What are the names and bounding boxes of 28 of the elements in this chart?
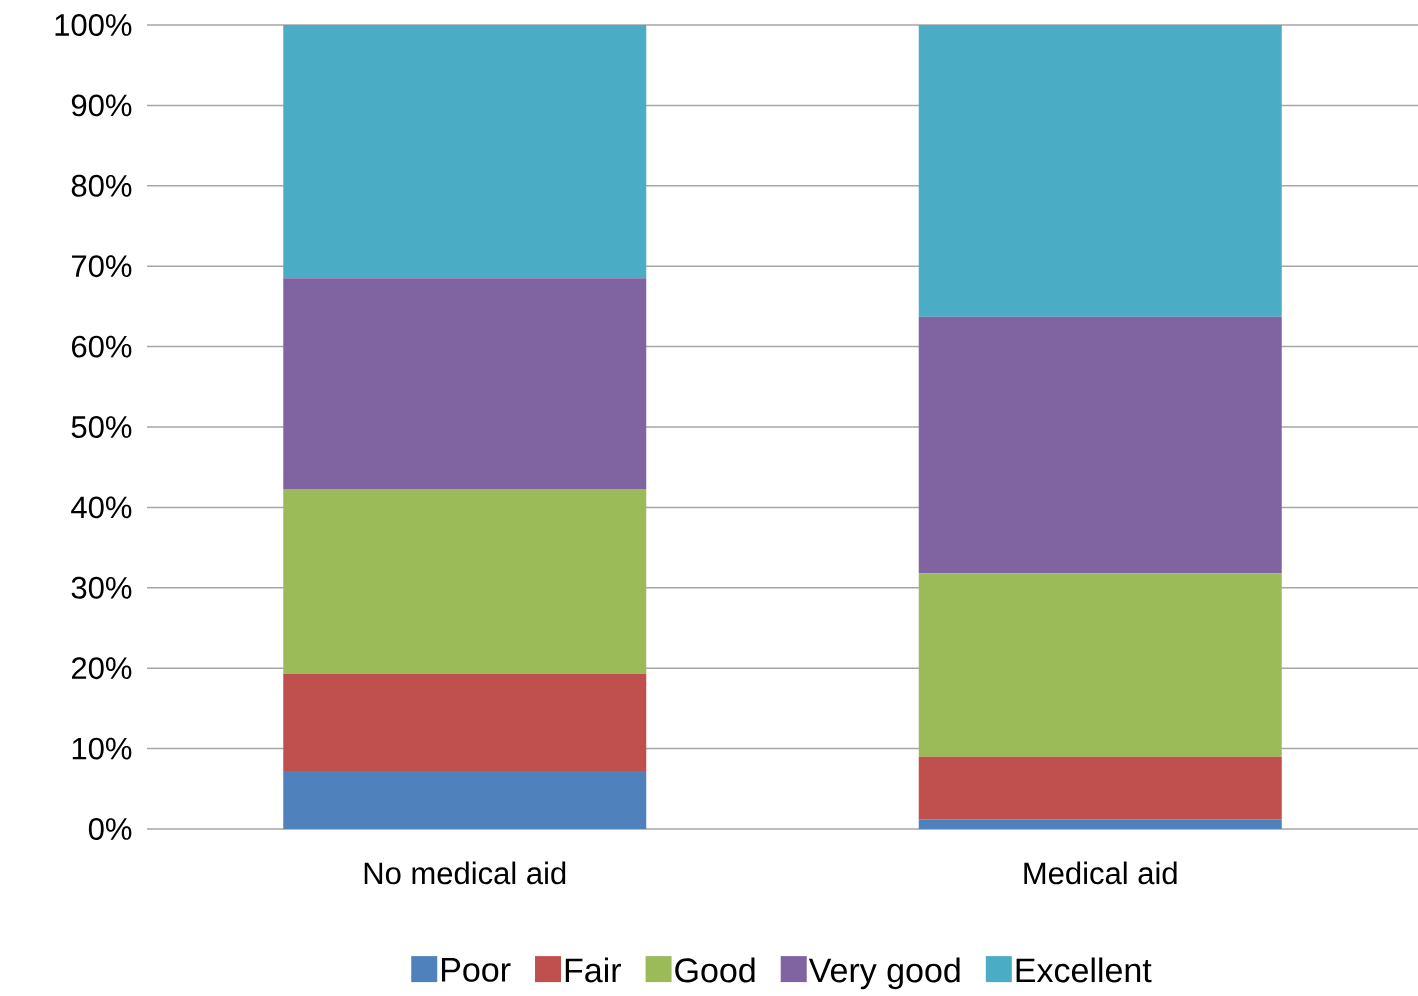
bar	[918, 24, 1282, 317]
x-tick-label: Medical aid	[1024, 861, 1177, 885]
bar	[283, 771, 647, 829]
bar	[918, 316, 1282, 574]
legend-label: Fair	[565, 957, 622, 983]
legend-label: Very good	[808, 957, 960, 990]
bar	[918, 819, 1282, 829]
bar	[283, 488, 647, 674]
bar	[918, 756, 1282, 820]
y-tick-label: 0%	[88, 818, 132, 840]
x-tick-label: No medical aid	[364, 861, 566, 885]
bar	[918, 573, 1282, 757]
bar	[283, 24, 647, 279]
y-tick-label: 70%	[72, 255, 132, 278]
y-tick-label: 10%	[72, 737, 132, 760]
y-tick-label: 50%	[71, 416, 132, 438]
y-tick-label: 30%	[71, 576, 132, 599]
legend-label: Poor	[442, 958, 511, 982]
y-tick-label: 100%	[55, 14, 132, 36]
legend-label: Excellent	[1016, 957, 1152, 983]
y-tick-label: 60%	[72, 335, 132, 358]
bar	[283, 278, 647, 489]
y-tick-label: 80%	[71, 174, 132, 197]
y-tick-label: 20%	[71, 657, 132, 680]
y-tick-label: 40%	[71, 496, 132, 519]
y-tick-label: 90%	[71, 94, 132, 117]
legend-label: Good	[675, 957, 755, 983]
bar	[283, 673, 647, 772]
